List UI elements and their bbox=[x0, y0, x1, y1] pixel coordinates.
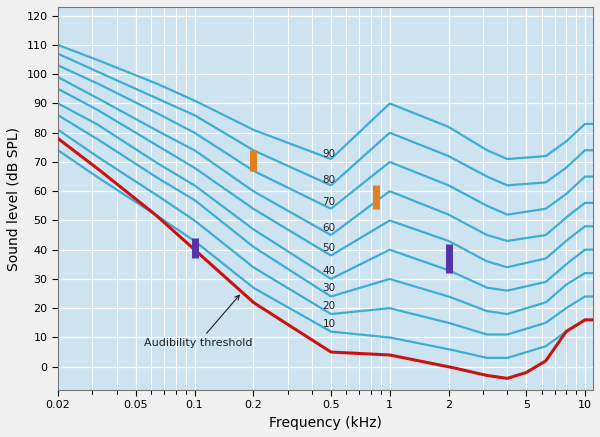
Text: 80: 80 bbox=[322, 174, 335, 184]
Text: 30: 30 bbox=[322, 283, 335, 293]
Y-axis label: Sound level (dB SPL): Sound level (dB SPL) bbox=[7, 127, 21, 271]
Text: 50: 50 bbox=[322, 243, 335, 253]
Text: Audibility threshold: Audibility threshold bbox=[144, 295, 253, 348]
Text: 20: 20 bbox=[322, 302, 335, 311]
X-axis label: Frequency (kHz): Frequency (kHz) bbox=[269, 416, 382, 430]
Text: 70: 70 bbox=[322, 198, 335, 208]
Text: 90: 90 bbox=[322, 149, 335, 159]
Text: 40: 40 bbox=[322, 266, 335, 276]
Text: 60: 60 bbox=[322, 223, 335, 233]
Text: 10: 10 bbox=[322, 319, 335, 329]
